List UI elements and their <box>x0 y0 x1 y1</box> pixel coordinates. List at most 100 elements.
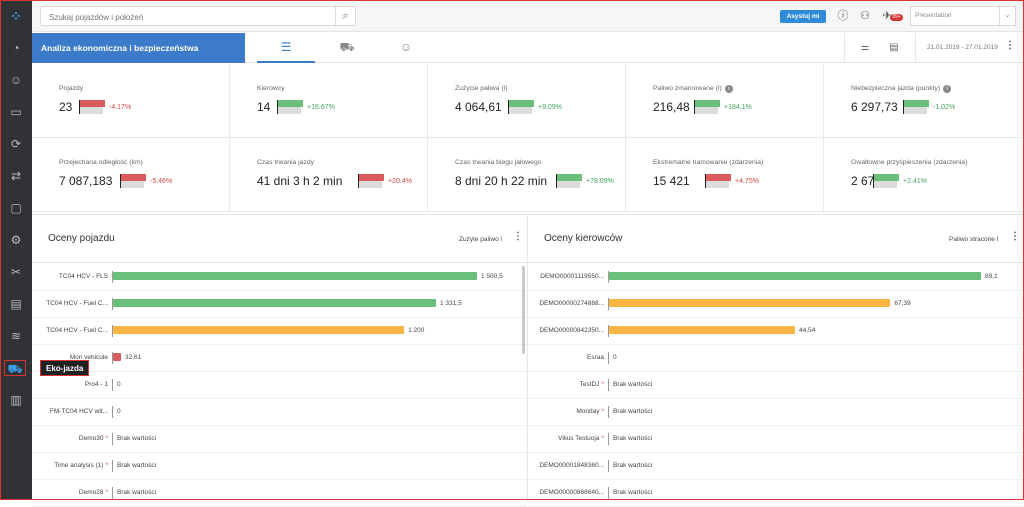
ranking-row[interactable]: TestDJ * Brak wartości <box>528 372 1024 399</box>
row-name: Demo28 * <box>32 489 108 496</box>
trend-current-bar <box>277 100 303 107</box>
ranking-row[interactable]: DEMO00000868640... Brak wartości <box>528 480 1024 507</box>
trend-axis <box>705 174 706 188</box>
metric-selector[interactable]: Paliwo stracone l <box>949 236 999 243</box>
app-logo-icon[interactable]: ⁘ <box>10 8 22 24</box>
dashboard-icon[interactable]: ◔ <box>12 41 20 55</box>
kpi-label-text: Ekstremalne hamowanie (zdarzenia) <box>653 159 764 166</box>
kpi-label: Kierowcy <box>257 85 285 92</box>
user-icon[interactable]: ☺ <box>9 73 23 87</box>
kpi-label-text: Przejechana odległość (km) <box>59 159 143 166</box>
sync-icon[interactable]: ⟳ <box>10 137 22 151</box>
trend-axis <box>120 174 121 188</box>
vehicle-settings-icon[interactable]: ⚙ <box>10 233 22 247</box>
search-input[interactable] <box>41 8 331 27</box>
row-value: 44,54 <box>798 327 816 334</box>
trend-previous-bar <box>120 181 144 188</box>
row-value: 0 <box>117 408 121 415</box>
tools-icon[interactable]: ✂ <box>10 265 22 279</box>
ranking-row[interactable]: Demo30 * Brak wartości <box>32 426 527 453</box>
trips-icon[interactable]: ⇄ <box>10 169 22 183</box>
kpi-tile: Pojazdy 23 -4.17% <box>32 64 230 138</box>
row-name: Esraa <box>528 354 604 361</box>
ranking-row[interactable]: Vilius Testuoja * Brak wartości <box>528 426 1024 453</box>
trend-previous-bar <box>79 107 103 114</box>
layers-icon[interactable]: ≋ <box>10 329 22 343</box>
tab-vehicles[interactable]: ⛟ <box>339 40 355 54</box>
kpi-value: 216,48 <box>653 100 690 114</box>
kpi-change: -5.46% <box>150 178 173 185</box>
row-name: Demo30 * <box>32 435 108 442</box>
documents-icon[interactable]: ▤ <box>10 297 22 311</box>
ranking-row[interactable]: Monday * Brak wartości <box>528 399 1024 426</box>
ranking-row[interactable]: Demo28 * Brak wartości <box>32 480 527 507</box>
row-name-text: TC04 HCV - Fuel C... <box>46 300 108 307</box>
ranking-row[interactable]: DEMO00001119550... 89,1 <box>528 264 1024 291</box>
ranking-row[interactable]: TC04 HCV - Fuel C... 1 200 <box>32 318 527 345</box>
ranking-row[interactable]: DEMO00000842350... 44,54 <box>528 318 1024 345</box>
presentation-select[interactable]: Presentation ⌄ <box>910 6 1016 26</box>
ranking-row[interactable]: Pro4 - 1 0 <box>32 372 527 399</box>
ranking-row[interactable]: Esraa 0 <box>528 345 1024 372</box>
more-options-icon[interactable]: ⋮ <box>513 231 523 242</box>
kpi-label: Paliwo zmarnowane (l) i <box>653 85 733 93</box>
notification-badge: 99+ <box>890 14 903 21</box>
more-options-icon[interactable]: ⋮ <box>1010 231 1020 242</box>
trend-previous-bar <box>277 107 301 114</box>
ranking-row[interactable]: Time analysis (1) * Brak wartości <box>32 453 527 480</box>
ranking-row[interactable]: DEMO00000274888... 67,39 <box>528 291 1024 318</box>
info-icon[interactable]: i <box>724 85 733 93</box>
row-name-text: Time analysis (1) <box>54 462 104 469</box>
trend-mini-bar <box>120 174 146 188</box>
info-icon[interactable]: i <box>943 85 952 93</box>
filter-icon[interactable]: ⚌ <box>860 42 870 53</box>
row-value: 1 331,5 <box>440 300 462 307</box>
row-value: Brak wartości <box>613 381 653 388</box>
search-icon[interactable]: ⌕ <box>335 7 355 25</box>
ranking-row[interactable]: FM-TC04 HCV wit... 0 <box>32 399 527 426</box>
trend-previous-bar <box>873 181 897 188</box>
trend-axis <box>358 174 359 188</box>
trend-mini-bar <box>873 174 899 188</box>
row-value: 32,61 <box>125 354 142 361</box>
box-icon[interactable]: ▢ <box>10 201 22 215</box>
eco-driving-icon[interactable]: ⛟ <box>4 360 26 376</box>
info-icon[interactable]: ⓘ <box>837 10 849 22</box>
value-bar <box>113 299 436 307</box>
row-value: Brak wartości <box>117 489 157 496</box>
users-icon[interactable]: ⚇ <box>860 10 870 22</box>
tab-drivers[interactable]: ☺ <box>399 40 413 54</box>
kpi-value: 6 297,73 <box>851 100 898 114</box>
kpi-tile: Zużycie paliwa (l) 4 064,61 +9.09% <box>428 64 626 138</box>
bar-axis <box>608 271 609 283</box>
ranking-row[interactable]: TC04 HCV - FLS 1 500,5 <box>32 264 527 291</box>
kpi-change: +16.67% <box>307 104 335 111</box>
export-pdf-icon[interactable]: ▤ <box>889 42 899 53</box>
bar-axis <box>608 325 609 337</box>
ranking-row[interactable]: TC04 HCV - Fuel C... 1 331,5 <box>32 291 527 318</box>
reports-icon[interactable]: ▥ <box>10 393 22 407</box>
trend-current-bar <box>508 100 534 107</box>
kpi-tile: Ekstremalne hamowanie (zdarzenia) 15 421 +… <box>626 138 824 212</box>
row-name: FM-TC04 HCV wit... <box>32 408 108 415</box>
bar-axis <box>112 352 113 364</box>
messages-icon[interactable]: ▭ <box>10 105 22 119</box>
more-options-icon[interactable]: ⋮ <box>1005 40 1015 51</box>
panel-title: Oceny pojazdu <box>48 233 115 244</box>
ranking-row[interactable]: Mon vehicule 32,61 <box>32 345 527 372</box>
date-range[interactable]: 21.01.2019 - 27.01.2019 <box>927 44 998 51</box>
assist-button[interactable]: Asystuj mi <box>780 10 826 23</box>
notifications-icon[interactable]: ✈ <box>882 10 892 22</box>
metric-selector[interactable]: Zużyte paliwo l <box>459 236 502 243</box>
chevron-down-icon[interactable]: ⌄ <box>999 7 1015 25</box>
kpi-change: +2.41% <box>903 178 927 185</box>
value-bar <box>113 326 405 334</box>
bar-axis <box>608 298 609 310</box>
ranking-row[interactable]: DEMO00001848360... Brak wartości <box>528 453 1024 480</box>
trend-current-bar <box>694 100 720 107</box>
tab-overview[interactable]: ☰ <box>257 33 315 63</box>
bar-axis <box>112 487 113 499</box>
trend-mini-bar <box>694 100 720 114</box>
kpi-change: +4.75% <box>735 178 759 185</box>
scrollbar[interactable] <box>522 266 525 354</box>
